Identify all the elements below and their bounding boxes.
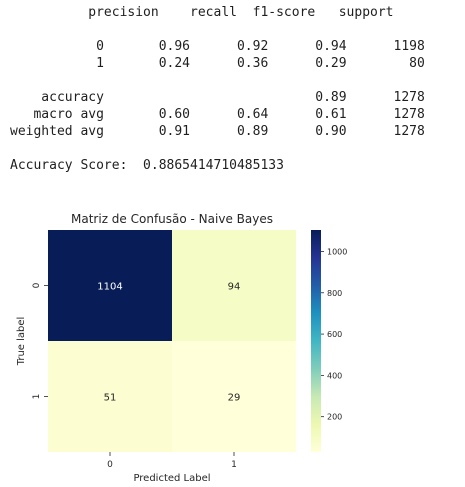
report-line: 1 0.24 0.36 0.29 80 bbox=[10, 56, 425, 71]
heatmap-cell bbox=[172, 341, 296, 452]
colorbar-tick-label: 800 bbox=[327, 289, 342, 298]
y-tick-label: 0 bbox=[32, 282, 42, 288]
colorbar-tick-label: 1000 bbox=[327, 247, 347, 256]
report-line: macro avg 0.60 0.64 0.61 1278 bbox=[10, 107, 425, 122]
heatmap-cell bbox=[48, 341, 172, 452]
colorbar bbox=[311, 230, 321, 452]
heatmap-cell bbox=[172, 230, 296, 341]
colorbar-tick-label: 200 bbox=[327, 413, 342, 422]
cell-value-label: 1104 bbox=[97, 282, 122, 293]
report-line: Accuracy Score: 0.8865414710485133 bbox=[10, 158, 284, 173]
cell-value-label: 51 bbox=[104, 393, 117, 404]
x-axis-label: Predicted Label bbox=[133, 473, 210, 484]
report-line: precision recall f1-score support bbox=[10, 5, 394, 20]
chart-title: Matriz de Confusão - Naive Bayes bbox=[71, 212, 273, 226]
report-line: accuracy 0.89 1278 bbox=[10, 90, 425, 105]
cell-value-label: 29 bbox=[228, 393, 241, 404]
y-tick-label: 1 bbox=[32, 394, 42, 400]
x-tick-label: 0 bbox=[107, 460, 113, 470]
classification-report: precision recall f1-score support 0 0.96… bbox=[10, 4, 425, 174]
y-axis-label: True label bbox=[16, 317, 27, 367]
x-tick-label: 1 bbox=[231, 460, 237, 470]
report-line: weighted avg 0.91 0.89 0.90 1278 bbox=[10, 124, 425, 139]
colorbar-tick-label: 400 bbox=[327, 371, 342, 380]
heatmap-cell bbox=[48, 230, 172, 341]
cell-value-label: 94 bbox=[228, 282, 241, 293]
colorbar-tick-label: 600 bbox=[327, 330, 342, 339]
report-line: 0 0.96 0.92 0.94 1198 bbox=[10, 39, 425, 54]
